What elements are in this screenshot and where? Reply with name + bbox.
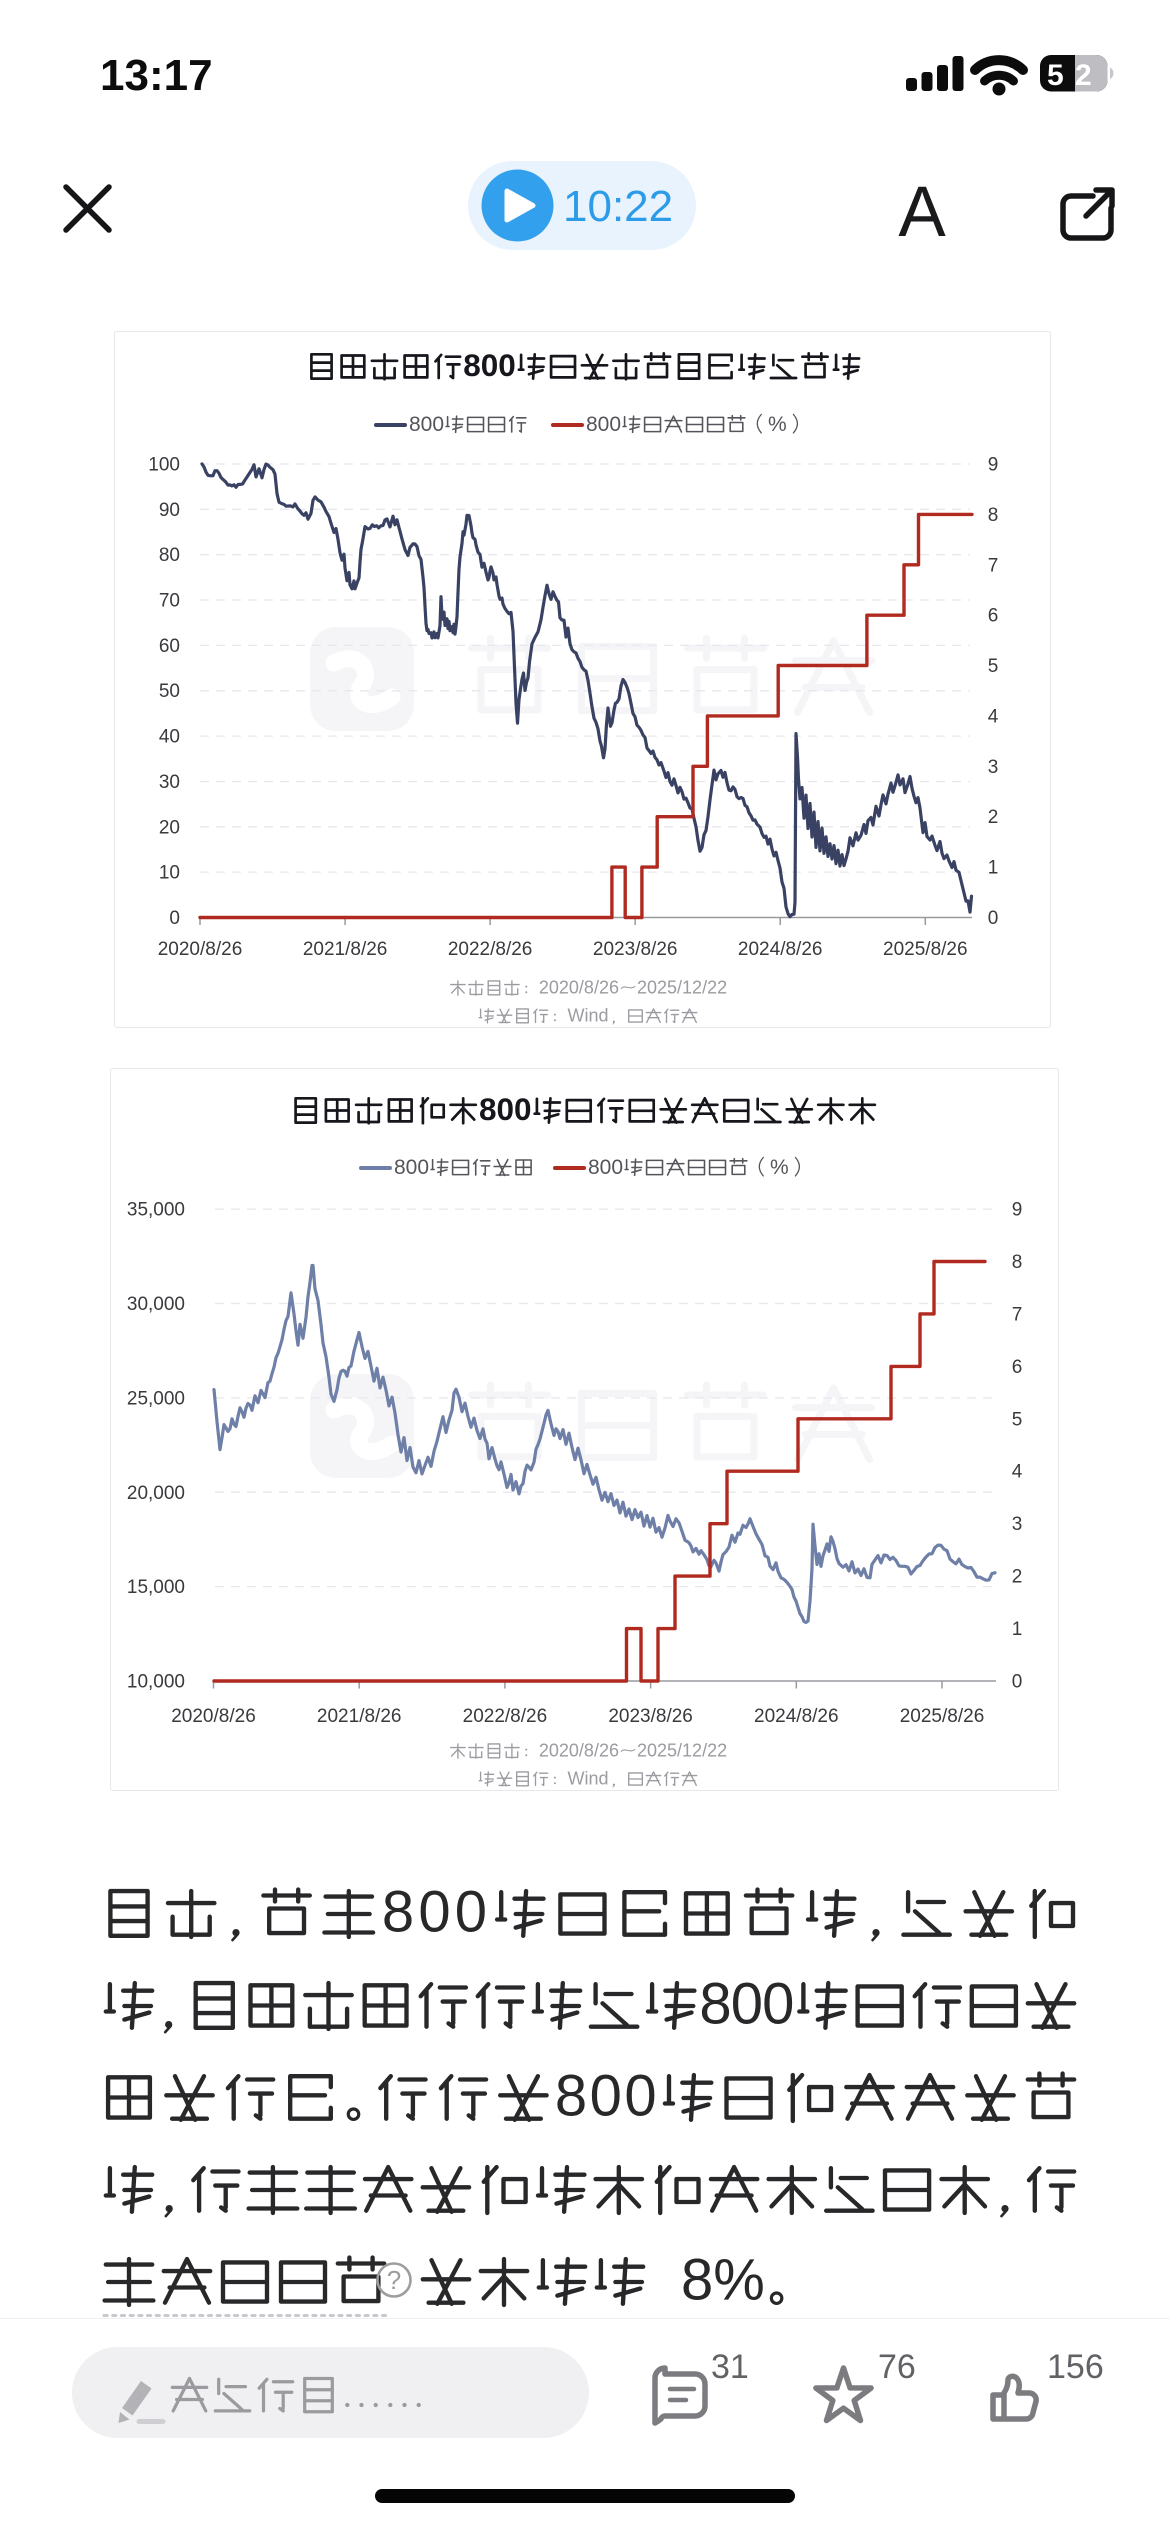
svg-text:3: 3 [988,757,999,778]
svg-text:8: 8 [382,1879,414,1944]
svg-text:10,000: 10,000 [127,1672,185,1693]
svg-text:0: 0 [624,2063,656,2128]
svg-text:25,000: 25,000 [127,1388,185,1409]
svg-text:800: 800 [586,413,621,436]
svg-text:7: 7 [988,555,999,576]
svg-text:9: 9 [1012,1200,1023,1221]
svg-text:800: 800 [588,1156,623,1179]
svg-text:%: % [768,413,787,436]
svg-text:2020/8/26: 2020/8/26 [539,977,619,997]
svg-text:2: 2 [988,807,999,828]
svg-text:13:17: 13:17 [100,51,213,100]
svg-text:8: 8 [699,1971,731,2036]
svg-text:8: 8 [988,505,999,526]
svg-text:2: 2 [1012,1567,1023,1588]
svg-text:2025/8/26: 2025/8/26 [883,939,968,960]
svg-text:50: 50 [159,681,180,702]
svg-text:6: 6 [1012,1357,1023,1378]
svg-text:0: 0 [590,2063,622,2128]
svg-text:100: 100 [148,455,180,476]
svg-text:10: 10 [159,863,180,884]
svg-text:800: 800 [409,413,444,436]
svg-text:2020/8/26: 2020/8/26 [171,1706,256,1727]
svg-text:4: 4 [988,706,999,727]
svg-text:2021/8/26: 2021/8/26 [303,939,388,960]
svg-text:35,000: 35,000 [127,1200,185,1221]
svg-text:8: 8 [1012,1252,1023,1273]
svg-text:0: 0 [418,1879,450,1944]
svg-text:2024/8/26: 2024/8/26 [738,939,823,960]
svg-text:?: ? [387,2265,401,2295]
svg-text:5: 5 [1047,59,1064,92]
svg-text:20,000: 20,000 [127,1483,185,1504]
svg-text:8: 8 [555,2063,587,2128]
svg-text:1: 1 [1012,1619,1023,1640]
svg-text:Wind: Wind [568,1768,609,1788]
svg-text:156: 156 [1047,2348,1104,2386]
svg-text:0: 0 [988,908,999,929]
svg-text:3: 3 [1012,1514,1023,1535]
svg-text:15,000: 15,000 [127,1577,185,1598]
svg-text:9: 9 [988,455,999,476]
svg-text:0: 0 [1012,1672,1023,1693]
svg-text:0: 0 [169,908,180,929]
svg-text:2022/8/26: 2022/8/26 [463,1706,548,1727]
svg-text:2025/12/22: 2025/12/22 [637,1740,727,1760]
svg-text:0: 0 [455,1879,487,1944]
svg-text:800: 800 [463,347,516,383]
svg-text:1: 1 [988,858,999,879]
svg-text:2022/8/26: 2022/8/26 [448,939,533,960]
svg-text:7: 7 [1012,1304,1023,1325]
svg-text:4: 4 [1012,1462,1023,1483]
svg-text:10:22: 10:22 [563,182,673,231]
svg-text:90: 90 [159,500,180,521]
svg-text:2020/8/26: 2020/8/26 [158,939,243,960]
svg-text:2021/8/26: 2021/8/26 [317,1706,402,1727]
svg-text:5: 5 [1012,1409,1023,1430]
svg-text:800: 800 [394,1156,429,1179]
svg-text:2025/12/22: 2025/12/22 [637,977,727,997]
svg-text:2020/8/26: 2020/8/26 [539,1740,619,1760]
svg-text:2025/8/26: 2025/8/26 [900,1706,985,1727]
svg-text:6: 6 [988,606,999,627]
svg-text:2023/8/26: 2023/8/26 [608,1706,693,1727]
svg-text:2024/8/26: 2024/8/26 [754,1706,839,1727]
svg-text:A: A [898,173,946,252]
svg-text:0: 0 [731,1971,763,2036]
svg-text:70: 70 [159,591,180,612]
svg-text:%: % [770,1156,789,1179]
svg-text:80: 80 [159,545,180,566]
svg-text:30,000: 30,000 [127,1294,185,1315]
svg-text:31: 31 [711,2348,749,2386]
svg-text:30: 30 [159,772,180,793]
svg-text:800: 800 [479,1091,532,1127]
svg-text:2023/8/26: 2023/8/26 [593,939,678,960]
svg-text:2: 2 [1075,59,1092,92]
svg-text:0: 0 [762,1971,794,2036]
svg-text:Wind: Wind [568,1005,609,1025]
svg-text:76: 76 [878,2348,916,2386]
svg-text:5: 5 [988,656,999,677]
svg-text:20: 20 [159,817,180,838]
svg-text:8%: 8% [681,2247,765,2312]
svg-text:40: 40 [159,727,180,748]
svg-text:60: 60 [159,636,180,657]
